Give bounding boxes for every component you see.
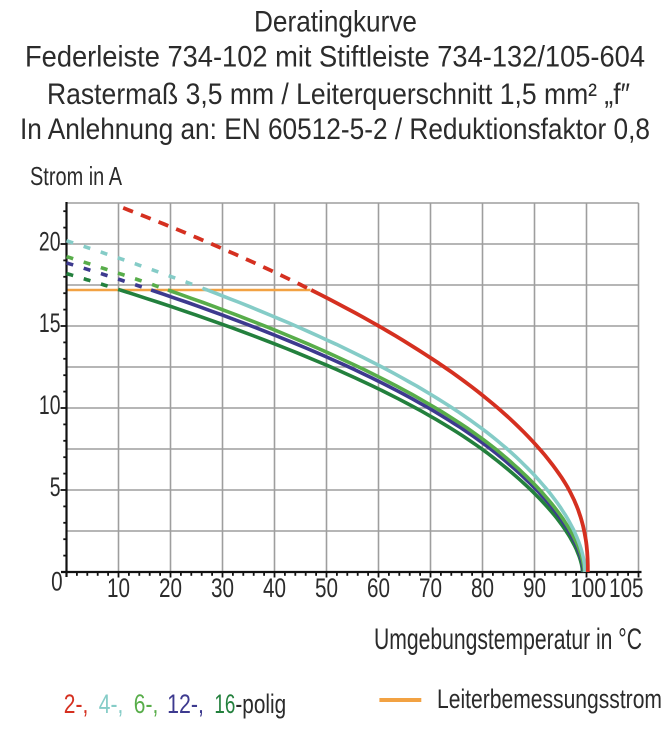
svg-text:10: 10 bbox=[39, 390, 61, 420]
svg-text:2-,: 2-, bbox=[64, 689, 89, 719]
svg-text:16: 16 bbox=[214, 689, 235, 719]
svg-text:100: 100 bbox=[570, 573, 606, 603]
svg-text:Rastermaß 3,5 mm / Leiterquers: Rastermaß 3,5 mm / Leiterquerschnitt 1,5… bbox=[47, 78, 630, 111]
svg-text:In Anlehnung an: EN 60512-5-2: In Anlehnung an: EN 60512-5-2 / Reduktio… bbox=[20, 113, 650, 146]
svg-text:6-,: 6-, bbox=[134, 689, 159, 719]
svg-text:80: 80 bbox=[471, 573, 494, 603]
svg-text:10: 10 bbox=[107, 573, 130, 603]
svg-text:Umgebungstemperatur in °C: Umgebungstemperatur in °C bbox=[374, 623, 642, 656]
svg-text:-polig: -polig bbox=[235, 689, 286, 719]
svg-text:Strom in A: Strom in A bbox=[30, 161, 123, 191]
svg-text:5: 5 bbox=[50, 472, 61, 502]
svg-text:30: 30 bbox=[211, 573, 234, 603]
svg-text:Leiterbemessungsstrom: Leiterbemessungsstrom bbox=[437, 684, 662, 714]
svg-text:50: 50 bbox=[315, 573, 338, 603]
svg-text:15: 15 bbox=[39, 308, 61, 338]
svg-text:0: 0 bbox=[51, 567, 63, 597]
svg-text:12-,: 12-, bbox=[167, 689, 204, 719]
svg-text:40: 40 bbox=[263, 573, 286, 603]
svg-text:60: 60 bbox=[367, 573, 390, 603]
svg-text:20: 20 bbox=[39, 226, 61, 256]
svg-text:4-,: 4-, bbox=[99, 689, 124, 719]
svg-text:Federleiste 734-102 mit Stiftl: Federleiste 734-102 mit Stiftleiste 734-… bbox=[25, 41, 645, 74]
svg-text:105: 105 bbox=[609, 573, 643, 603]
svg-text:90: 90 bbox=[523, 573, 546, 603]
svg-text:20: 20 bbox=[159, 573, 182, 603]
svg-text:Deratingkurve: Deratingkurve bbox=[254, 6, 417, 39]
svg-text:70: 70 bbox=[419, 573, 442, 603]
